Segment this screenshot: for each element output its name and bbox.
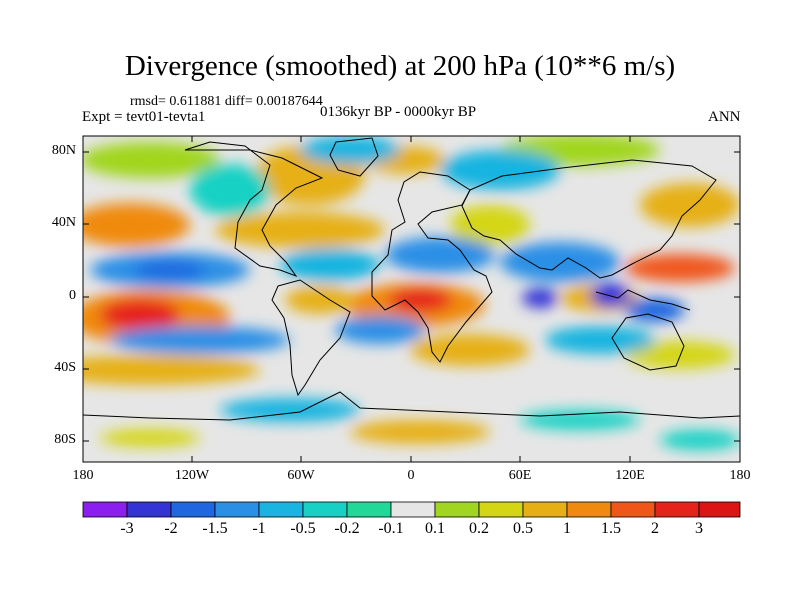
colorbar-label: -2 xyxy=(164,520,178,537)
field-patch xyxy=(660,430,740,450)
field-patch xyxy=(388,288,452,312)
lon-label-60e: 60E xyxy=(508,468,532,483)
experiment-label: Expt = tevt01-tevta1 xyxy=(82,109,206,125)
field-patch xyxy=(220,398,360,422)
colorbar-box-4 xyxy=(258,501,304,518)
field-patch xyxy=(410,334,530,366)
greenland-coast xyxy=(329,137,379,177)
colorbar-box-3 xyxy=(214,501,260,518)
divergence-field xyxy=(83,136,740,462)
field-patch xyxy=(83,203,190,247)
field-patch xyxy=(522,288,558,308)
colorbar-box-12 xyxy=(610,501,656,518)
lon-label-0: 0 xyxy=(407,468,415,483)
field-patch xyxy=(83,355,260,385)
colorbar-label: -0.1 xyxy=(378,520,404,537)
colorbar-box-7 xyxy=(390,501,436,518)
lat-label-0: 0 xyxy=(69,288,76,303)
colorbar-box-0 xyxy=(82,501,128,518)
lat-label-40s: 40S xyxy=(54,360,76,375)
field-patch xyxy=(520,410,640,430)
lon-label-180w: 180 xyxy=(72,468,94,483)
field-patch xyxy=(335,316,425,344)
colorbar-box-14 xyxy=(698,501,741,518)
field-patch xyxy=(83,142,220,178)
coastlines xyxy=(83,137,740,421)
colorbar-label: 1.5 xyxy=(601,520,621,537)
period-label: 0136kyr BP - 0000kyr BP xyxy=(320,104,477,120)
season-label: ANN xyxy=(708,109,741,125)
field-patch xyxy=(280,249,380,281)
colorbar-label: 0.2 xyxy=(469,520,489,537)
colorbar-label: 3 xyxy=(695,520,703,537)
field-patch xyxy=(300,136,400,164)
field-patch xyxy=(385,237,495,273)
field-patch xyxy=(285,286,355,314)
field-patch xyxy=(625,298,685,322)
north-america-coast xyxy=(184,141,324,278)
colorbar-label: -3 xyxy=(120,520,134,537)
antarctica-coast xyxy=(83,391,740,421)
colorbar-box-8 xyxy=(434,501,480,518)
field-patch xyxy=(590,283,630,307)
south-america-coast xyxy=(271,279,351,397)
colorbar-box-6 xyxy=(346,501,392,518)
lat-label-80n: 80N xyxy=(51,143,76,158)
lat-label-40n: 40N xyxy=(51,215,76,230)
field-patch xyxy=(100,299,180,331)
colorbar-label: 2 xyxy=(651,520,659,537)
map-title: Divergence (smoothed) at 200 hPa (10**6 … xyxy=(124,50,676,82)
colorbar-box-1 xyxy=(126,501,172,518)
field-patch xyxy=(135,261,205,279)
field-patch xyxy=(450,205,530,245)
field-patch xyxy=(110,326,290,354)
eurasia-coast xyxy=(461,159,717,279)
colorbar-box-9 xyxy=(478,501,524,518)
lon-label-120e: 120E xyxy=(615,468,645,483)
stats-text: rmsd= 0.611881 diff= 0.00187644 xyxy=(130,94,323,109)
colorbar-box-10 xyxy=(522,501,568,518)
colorbar xyxy=(82,501,741,518)
indonesia-coast xyxy=(595,289,691,311)
colorbar-box-13 xyxy=(654,501,700,518)
field-patch xyxy=(100,429,200,447)
lon-label-180e: 180 xyxy=(729,468,751,483)
field-patch xyxy=(215,212,385,248)
lat-label-80s: 80S xyxy=(54,432,76,447)
colorbar-box-11 xyxy=(566,501,612,518)
field-patch xyxy=(190,164,270,216)
colorbar-label: -0.2 xyxy=(334,520,360,537)
field-patch xyxy=(500,242,620,282)
lon-label-60w: 60W xyxy=(287,468,315,483)
colorbar-label: 0.5 xyxy=(513,520,533,537)
field-patch xyxy=(440,150,560,190)
field-patch xyxy=(350,420,490,444)
colorbar-label: -1.5 xyxy=(202,520,228,537)
colorbar-label: 0.1 xyxy=(425,520,445,537)
colorbar-box-5 xyxy=(302,501,348,518)
field-patch xyxy=(640,183,740,227)
field-patch xyxy=(625,254,735,282)
axis-ticks xyxy=(83,136,740,462)
colorbar-label: 1 xyxy=(563,520,571,537)
colorbar-box-2 xyxy=(170,501,216,518)
field-patch xyxy=(545,326,655,354)
colorbar-label: -0.5 xyxy=(290,520,316,537)
colorbar-label: -1 xyxy=(252,520,266,537)
australia-coast xyxy=(611,313,685,371)
lon-label-120w: 120W xyxy=(174,468,210,483)
europe-africa-coast xyxy=(371,171,493,363)
